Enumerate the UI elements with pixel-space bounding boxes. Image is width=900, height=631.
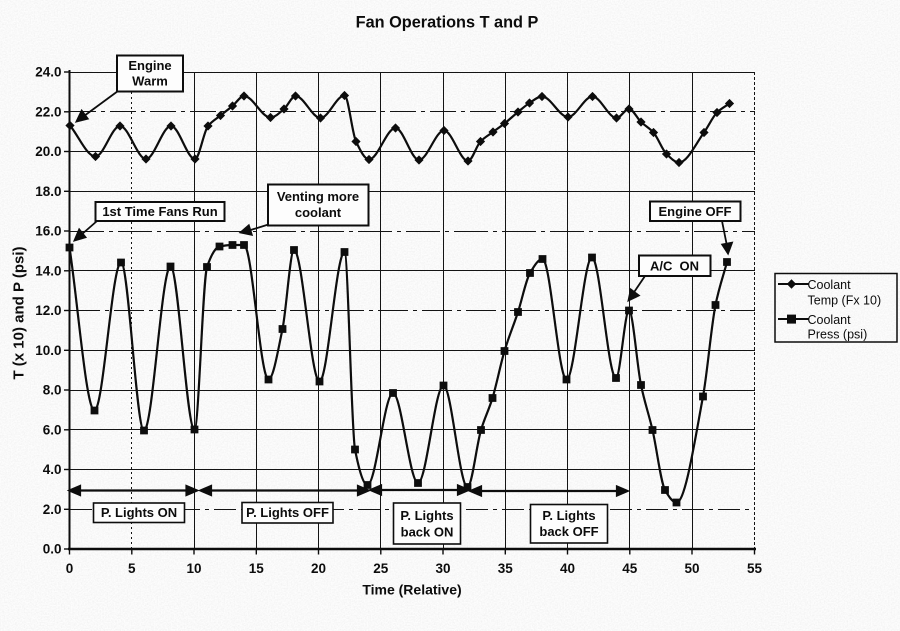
svg-text:5: 5 xyxy=(128,561,136,576)
svg-text:12.0: 12.0 xyxy=(35,303,61,318)
svg-text:18.0: 18.0 xyxy=(35,184,61,199)
svg-text:P. Lights OFF: P. Lights OFF xyxy=(246,505,329,520)
svg-text:55: 55 xyxy=(747,561,763,576)
svg-text:22.0: 22.0 xyxy=(35,104,61,119)
svg-text:25: 25 xyxy=(373,561,389,576)
svg-text:45: 45 xyxy=(622,561,638,576)
svg-text:10: 10 xyxy=(186,561,201,576)
svg-text:50: 50 xyxy=(684,561,699,576)
svg-text:Temp (Fx 10): Temp (Fx 10) xyxy=(808,294,882,308)
svg-text:0: 0 xyxy=(66,561,74,576)
svg-text:8.0: 8.0 xyxy=(43,383,62,398)
svg-text:back OFF: back OFF xyxy=(539,524,598,539)
svg-text:P. Lights: P. Lights xyxy=(542,508,595,523)
svg-text:20.0: 20.0 xyxy=(35,144,61,159)
svg-text:back ON: back ON xyxy=(401,525,454,540)
svg-text:Press (psi): Press (psi) xyxy=(808,328,868,342)
svg-text:24.0: 24.0 xyxy=(35,65,61,80)
svg-text:Venting more: Venting more xyxy=(277,189,359,204)
svg-text:Fan Operations T and P: Fan Operations T and P xyxy=(356,14,539,32)
svg-text:T (x 10) and P (psi): T (x 10) and P (psi) xyxy=(11,246,28,379)
svg-text:P. Lights: P. Lights xyxy=(400,508,453,523)
svg-text:Warm: Warm xyxy=(132,74,168,89)
svg-text:4.0: 4.0 xyxy=(43,462,62,477)
svg-text:Engine OFF: Engine OFF xyxy=(659,204,732,219)
svg-text:1st Time Fans Run: 1st Time Fans Run xyxy=(102,204,217,219)
svg-text:14.0: 14.0 xyxy=(35,263,61,278)
svg-text:20: 20 xyxy=(311,561,326,576)
svg-text:2.0: 2.0 xyxy=(43,502,62,517)
svg-text:10.0: 10.0 xyxy=(35,343,61,358)
svg-text:35: 35 xyxy=(498,561,514,576)
svg-text:Time (Relative): Time (Relative) xyxy=(362,582,461,598)
svg-text:A/C ON: A/C ON xyxy=(650,259,699,274)
svg-text:40: 40 xyxy=(560,561,575,576)
svg-text:0.0: 0.0 xyxy=(43,542,62,557)
svg-text:Coolant: Coolant xyxy=(808,278,852,292)
svg-text:coolant: coolant xyxy=(295,205,342,220)
svg-text:15: 15 xyxy=(249,561,265,576)
svg-text:Engine: Engine xyxy=(128,58,171,73)
svg-text:16.0: 16.0 xyxy=(35,224,61,239)
svg-text:30: 30 xyxy=(435,561,450,576)
svg-text:P. Lights ON: P. Lights ON xyxy=(101,505,177,520)
svg-text:Coolant: Coolant xyxy=(808,313,852,327)
svg-text:6.0: 6.0 xyxy=(43,422,62,437)
